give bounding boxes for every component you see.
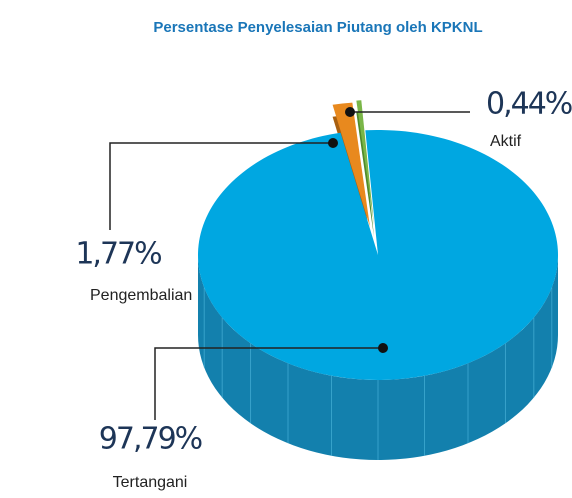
leader-dot — [345, 107, 355, 117]
pie-slice — [197, 130, 559, 381]
pie-slice — [332, 102, 370, 227]
pie-slice — [356, 100, 374, 225]
leader-line — [109, 142, 333, 230]
chart-title: Persentase Penyelesaian Piutang oleh KPK… — [153, 19, 482, 36]
leader-dot — [378, 343, 388, 353]
category-label: Aktif — [490, 133, 522, 150]
leader-line — [154, 347, 383, 420]
leader-dot — [328, 138, 338, 148]
value-label: 97,79% — [99, 422, 202, 457]
value-label: 1,77% — [75, 237, 161, 272]
category-label: Tertangani — [113, 474, 188, 491]
category-label: Pengembalian — [90, 287, 192, 304]
pie-slice-side — [356, 112, 374, 237]
value-label: 0,44% — [486, 87, 572, 122]
